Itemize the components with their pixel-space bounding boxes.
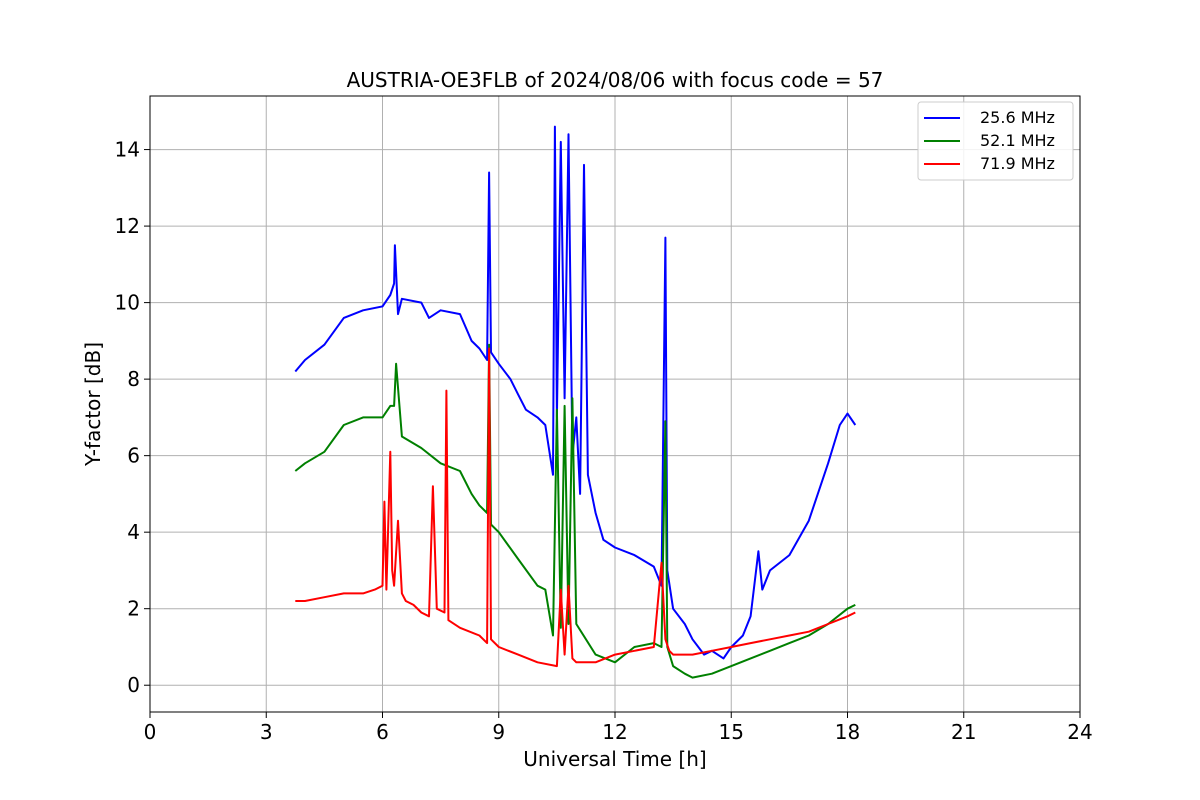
y-tick-label: 14	[115, 138, 140, 162]
series-line-1	[294, 343, 856, 679]
chart-title: AUSTRIA-OE3FLB of 2024/08/06 with focus …	[347, 68, 884, 92]
y-tick-label: 6	[127, 444, 140, 468]
y-tick-label: 8	[127, 367, 140, 391]
legend-label-1: 52.1 MHz	[980, 131, 1055, 150]
y-axis-label: Y-factor [dB]	[81, 342, 105, 467]
y-tick-label: 2	[127, 597, 140, 621]
x-tick-label: 3	[260, 720, 273, 744]
series-layer	[294, 125, 857, 679]
x-tick-label: 9	[492, 720, 505, 744]
y-tick-label: 4	[127, 520, 140, 544]
x-tick-label: 12	[602, 720, 627, 744]
x-tick-label: 6	[376, 720, 389, 744]
y-tick-label: 10	[115, 291, 140, 315]
x-axis-label: Universal Time [h]	[523, 747, 706, 771]
x-tick-label: 15	[719, 720, 744, 744]
x-tick-label: 0	[144, 720, 157, 744]
legend: 25.6 MHz 52.1 MHz 71.9 MHz	[917, 101, 1074, 181]
y-tick-label: 0	[127, 673, 140, 697]
x-tick-label: 24	[1067, 720, 1092, 744]
legend-label-2: 71.9 MHz	[980, 154, 1055, 173]
series-line-2	[295, 347, 856, 668]
x-tick-label: 18	[835, 720, 860, 744]
legend-box	[917, 101, 1074, 181]
series-line-0	[294, 125, 857, 660]
y-tick-label: 12	[115, 214, 140, 238]
x-tick-label: 21	[951, 720, 976, 744]
legend-label-0: 25.6 MHz	[980, 108, 1055, 127]
